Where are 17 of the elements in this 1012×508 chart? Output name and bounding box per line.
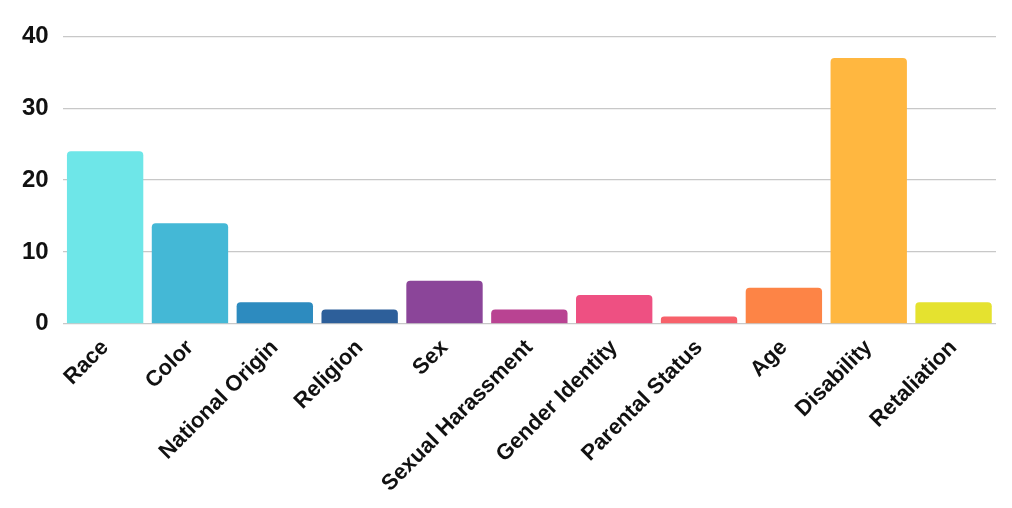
- bar: [406, 280, 483, 324]
- bar: [576, 295, 653, 324]
- bar: [660, 316, 738, 324]
- bar: [745, 287, 823, 324]
- y-tick-label: 10: [21, 236, 49, 264]
- y-tick-label: 20: [21, 164, 49, 192]
- bar: [236, 302, 313, 324]
- y-tick-label: 30: [21, 92, 49, 120]
- bar: [491, 309, 568, 324]
- y-tick-label: 0: [35, 308, 49, 336]
- y-tick-label: 40: [21, 21, 49, 49]
- x-tick-label: Age: [744, 334, 792, 382]
- bar: [151, 223, 229, 324]
- bar: [321, 309, 398, 324]
- bar: [915, 302, 992, 324]
- bar: [66, 151, 144, 324]
- bar: [830, 57, 907, 324]
